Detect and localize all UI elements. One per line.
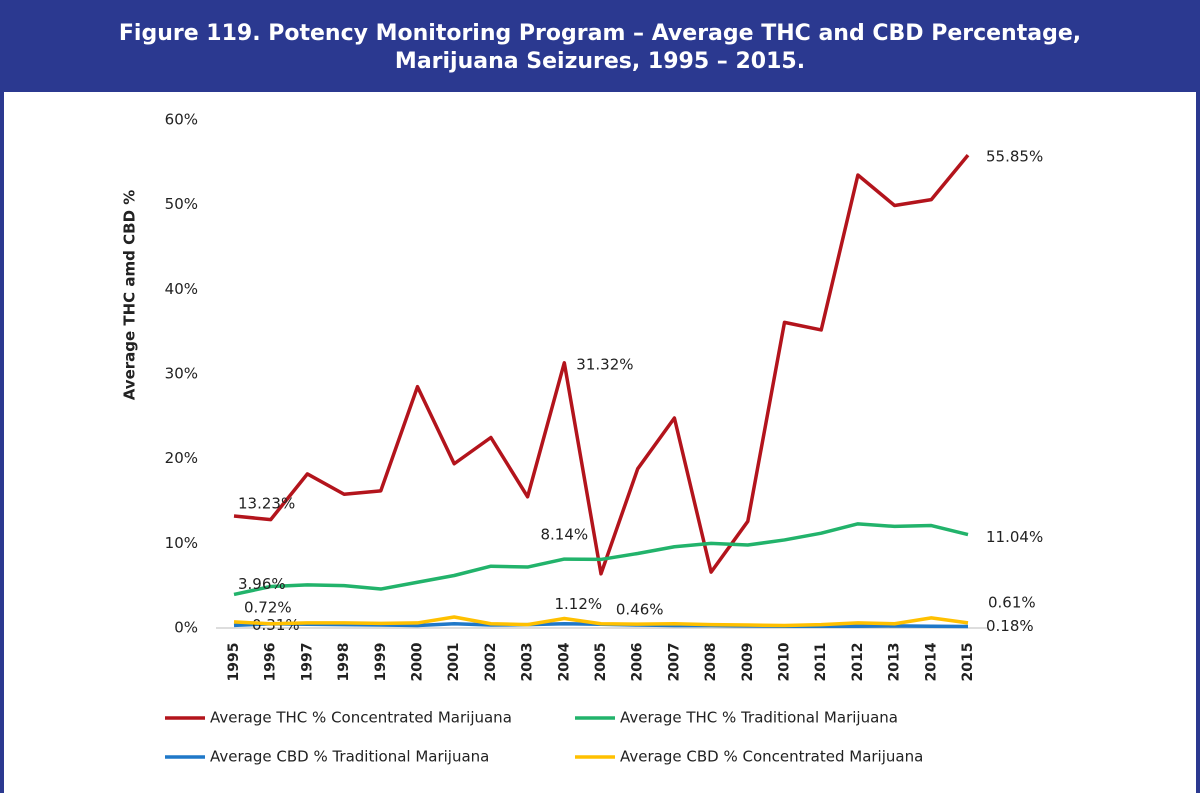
x-tick-label: 2001 — [446, 643, 462, 682]
x-tick-label: 1999 — [373, 643, 389, 682]
x-tick-label: 2000 — [410, 642, 426, 681]
data-label: 3.96% — [238, 575, 286, 593]
series-line — [233, 522, 969, 597]
data-label: 8.14% — [540, 526, 588, 544]
x-tick-label: 1998 — [336, 643, 352, 682]
data-label: 0.18% — [986, 617, 1034, 635]
legend-label: Average THC % Traditional Marijuana — [620, 709, 898, 727]
legend-label: Average THC % Concentrated Marijuana — [210, 709, 512, 727]
data-label: 31.32% — [576, 355, 633, 373]
y-tick-label: 40% — [165, 280, 198, 298]
data-label: 11.04% — [986, 528, 1043, 546]
x-tick-label: 2010 — [777, 642, 793, 681]
x-tick-label: 1997 — [299, 643, 315, 682]
data-label: 0.46% — [616, 601, 664, 619]
x-tick-label: 2005 — [593, 643, 609, 682]
data-label: 0.72% — [244, 598, 292, 616]
chart-subtitle: Marijuana Seizures, 1995 – 2015. — [395, 49, 805, 74]
y-tick-label: 0% — [174, 619, 198, 637]
y-tick-label: 20% — [165, 449, 198, 467]
y-axis-label: Average THC amd CBD % — [121, 190, 139, 401]
data-label: 1.12% — [554, 595, 602, 613]
x-tick-label: 2004 — [556, 642, 572, 681]
chart-title: Figure 119. Potency Monitoring Program –… — [119, 21, 1081, 46]
legend-label: Average CBD % Traditional Marijuana — [210, 748, 489, 766]
x-tick-label: 2015 — [960, 643, 976, 682]
legend-label: Average CBD % Concentrated Marijuana — [620, 748, 923, 766]
x-tick-label: 2011 — [813, 643, 829, 682]
x-tick-label: 2003 — [520, 643, 536, 682]
y-tick-label: 60% — [165, 111, 198, 129]
x-tick-label: 2009 — [740, 643, 756, 682]
x-tick-label: 2007 — [666, 643, 682, 682]
series-line — [233, 154, 970, 576]
frame-right — [1196, 92, 1200, 793]
y-tick-label: 30% — [165, 365, 198, 383]
data-label: 55.85% — [986, 148, 1043, 166]
header-bar — [0, 0, 1200, 92]
x-tick-label: 2008 — [703, 643, 719, 682]
data-label: 13.23% — [238, 494, 295, 512]
x-tick-label: 2013 — [887, 643, 903, 682]
x-tick-label: 1995 — [226, 643, 242, 682]
x-tick-label: 2002 — [483, 643, 499, 682]
y-tick-label: 10% — [165, 534, 198, 552]
frame-left — [0, 92, 4, 793]
series-line — [233, 615, 969, 628]
data-label: 0.61% — [988, 593, 1036, 611]
x-tick-label: 1996 — [263, 643, 279, 682]
x-tick-label: 2012 — [850, 643, 866, 682]
y-tick-label: 50% — [165, 195, 198, 213]
x-tick-label: 2006 — [630, 643, 646, 682]
x-tick-label: 2014 — [923, 642, 939, 681]
